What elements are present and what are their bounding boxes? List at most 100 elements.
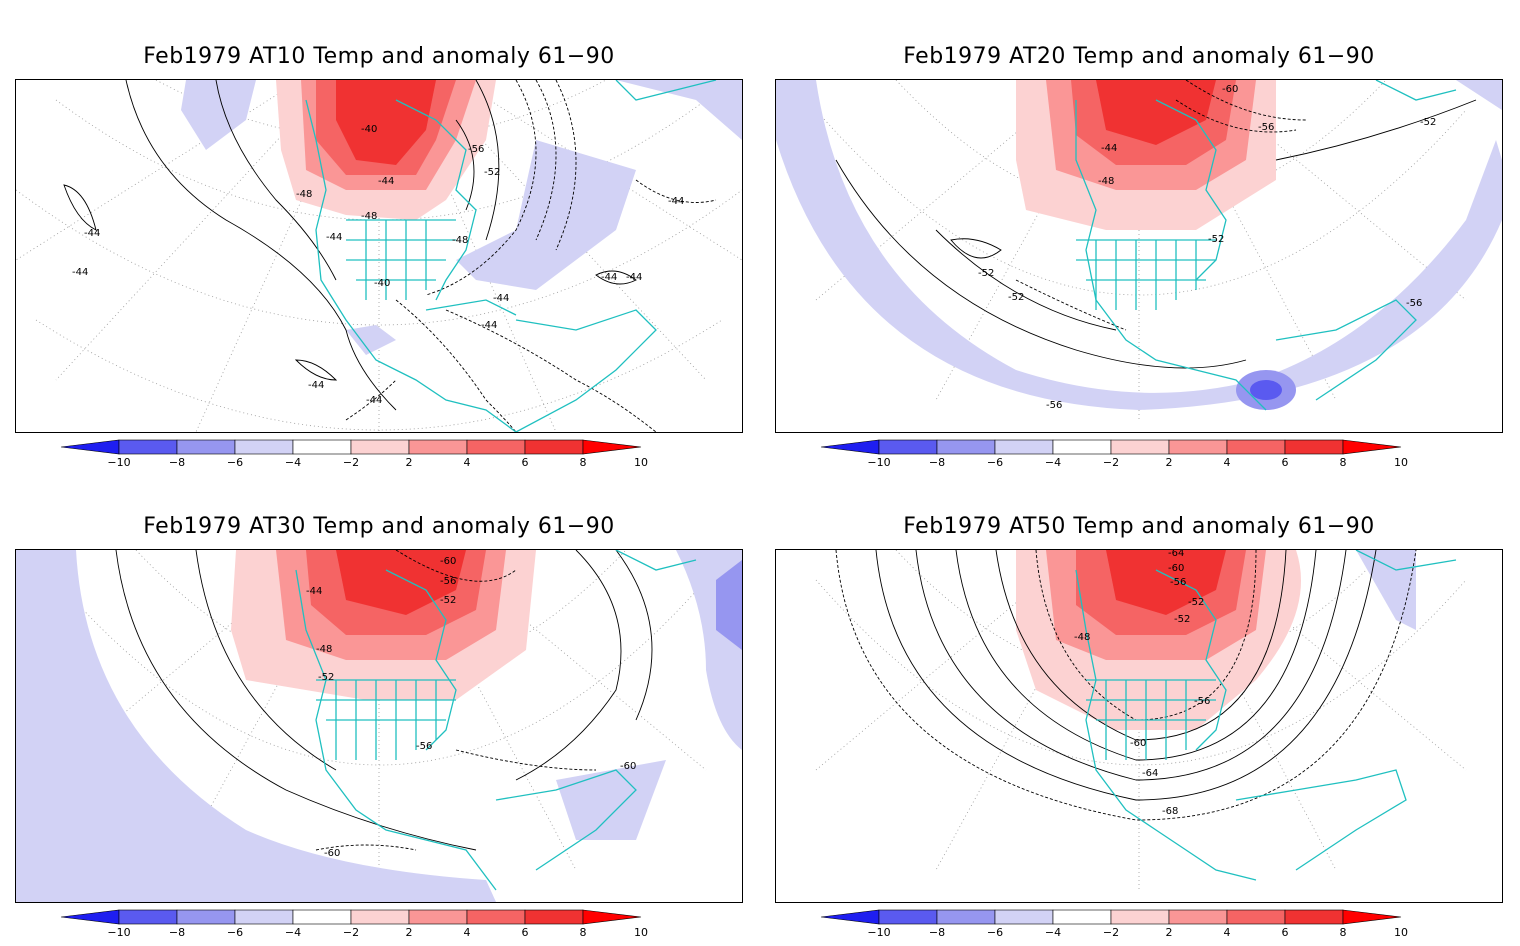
contour-label: -44: [601, 272, 617, 283]
colorbar-label: 10: [634, 926, 648, 939]
colorbar-segment: [582, 909, 642, 925]
colorbar-svg: −10 −8 −6 −4 −2 2 4 6 8 10: [60, 909, 648, 939]
colorbar-label: 10: [1394, 456, 1408, 469]
contour-label: -56: [468, 144, 484, 155]
colorbar-svg: −10 −8 −6 −4 −2 2 4 6 8 10: [60, 439, 648, 469]
colorbar-label: 6: [522, 926, 529, 939]
contour-label: -56: [440, 576, 456, 587]
colorbar-segment: [60, 439, 120, 455]
colorbar-segment: [1342, 439, 1402, 455]
panel-title: Feb1979 AT20 Temp and anomaly 61−90: [903, 44, 1375, 69]
contour-label: -44: [378, 176, 394, 187]
colorbar-svg: −10 −8 −6 −4 −2 2 4 6 8 10: [820, 439, 1408, 469]
contour-label: -44: [308, 380, 324, 391]
contour-label: -44: [306, 586, 322, 597]
contour-label: -60: [324, 848, 340, 859]
contour-label: -48: [296, 189, 312, 200]
contour-label: -60: [1222, 84, 1238, 95]
colorbar-segment: [60, 909, 120, 925]
colorbar: −10 −8 −6 −4 −2 2 4 6 8 10: [815, 908, 1475, 946]
contour-label: -60: [620, 761, 636, 772]
colorbar-segment: [1342, 909, 1402, 925]
map-at30: -60 -56 -52 -44 -48 -52 -56 -60 -60: [15, 549, 743, 903]
colorbar-label: 2: [406, 456, 413, 469]
colorbar-segment: [524, 909, 584, 925]
contour-label: -56: [1170, 577, 1186, 588]
colorbar-label: −10: [867, 926, 890, 939]
colorbar-segment: [466, 909, 526, 925]
colorbar-label: 10: [634, 456, 648, 469]
colorbar-segment: [1052, 909, 1112, 925]
contour-label: -64: [1142, 768, 1158, 779]
contour-label: -48: [361, 211, 377, 222]
colorbar-segment: [1110, 439, 1170, 455]
contour-label: -52: [1420, 117, 1436, 128]
colorbar-label: −6: [987, 926, 1003, 939]
colorbar-segment: [466, 439, 526, 455]
contour-label: -44: [626, 272, 642, 283]
contour-label: -60: [1168, 563, 1184, 574]
contour-label: -64: [1168, 550, 1184, 559]
colorbar-segment: [1226, 909, 1286, 925]
contour-label: -44: [326, 232, 342, 243]
colorbar-segment: [936, 439, 996, 455]
colorbar-svg: −10 −8 −6 −4 −2 2 4 6 8 10: [820, 909, 1408, 939]
colorbar-segment: [878, 909, 938, 925]
colorbar-label: 6: [1282, 926, 1289, 939]
contour-label: -44: [84, 228, 100, 239]
contour-label: -40: [361, 124, 377, 135]
contour-label: -56: [1258, 122, 1274, 133]
colorbar-label: −6: [227, 926, 243, 939]
colorbar-segment: [1226, 439, 1286, 455]
colorbar-label: −2: [1103, 926, 1119, 939]
map-at20: -60 -56 -52 -44 -48 -52 -52 -52 -56 -56: [775, 79, 1503, 433]
colorbar-label: −4: [285, 926, 301, 939]
colorbar-segment: [1052, 439, 1112, 455]
contour-label: -40: [374, 278, 390, 289]
colorbar-segment: [994, 439, 1054, 455]
colorbar-segment: [350, 909, 410, 925]
contour-label: -52: [1188, 597, 1204, 608]
colorbar-segment: [820, 439, 880, 455]
colorbar-label: −10: [867, 456, 890, 469]
colorbar-label: −8: [929, 456, 945, 469]
map-at50: -64 -60 -56 -52 -52 -48 -56 -60 -64 -68: [775, 549, 1503, 903]
colorbar-label: 8: [580, 456, 587, 469]
contour-label: -56: [1046, 400, 1062, 411]
colorbar-label: −4: [285, 456, 301, 469]
colorbar-segment: [936, 909, 996, 925]
colorbar-label: 6: [522, 456, 529, 469]
colorbar-segment: [234, 909, 294, 925]
colorbar-label: 4: [464, 926, 471, 939]
colorbar-segment: [118, 439, 178, 455]
colorbar-label: 8: [580, 926, 587, 939]
colorbar-label: −2: [343, 456, 359, 469]
contour-label: -60: [440, 556, 456, 567]
colorbar: −10 −8 −6 −4 −2 2 4 6 8 10: [55, 908, 715, 946]
colorbar-segment: [176, 439, 236, 455]
contour-label: -52: [484, 167, 500, 178]
contour-label: -48: [316, 644, 332, 655]
colorbar-label: 10: [1394, 926, 1408, 939]
colorbar-label: 2: [406, 926, 413, 939]
colorbar-segment: [524, 439, 584, 455]
contour-label: -52: [440, 595, 456, 606]
colorbar-label: −8: [929, 926, 945, 939]
contour-label: -56: [416, 741, 432, 752]
colorbar-label: 2: [1166, 926, 1173, 939]
colorbar-label: 8: [1340, 926, 1347, 939]
contour-label: -48: [1074, 632, 1090, 643]
panel-title: Feb1979 AT10 Temp and anomaly 61−90: [143, 44, 615, 69]
contour-label: -48: [452, 235, 468, 246]
contour-label: -52: [978, 268, 994, 279]
colorbar-segment: [408, 909, 468, 925]
contour-label: -44: [493, 293, 509, 304]
colorbar-segment: [1284, 909, 1344, 925]
colorbar-label: −2: [1103, 456, 1119, 469]
colorbar: −10 −8 −6 −4 −2 2 4 6 8 10: [815, 438, 1475, 476]
contour-label: -68: [1162, 806, 1178, 817]
colorbar-label: −4: [1045, 456, 1061, 469]
panel-title: Feb1979 AT50 Temp and anomaly 61−90: [903, 514, 1375, 539]
colorbar-segment: [234, 439, 294, 455]
colorbar-label: −8: [169, 456, 185, 469]
